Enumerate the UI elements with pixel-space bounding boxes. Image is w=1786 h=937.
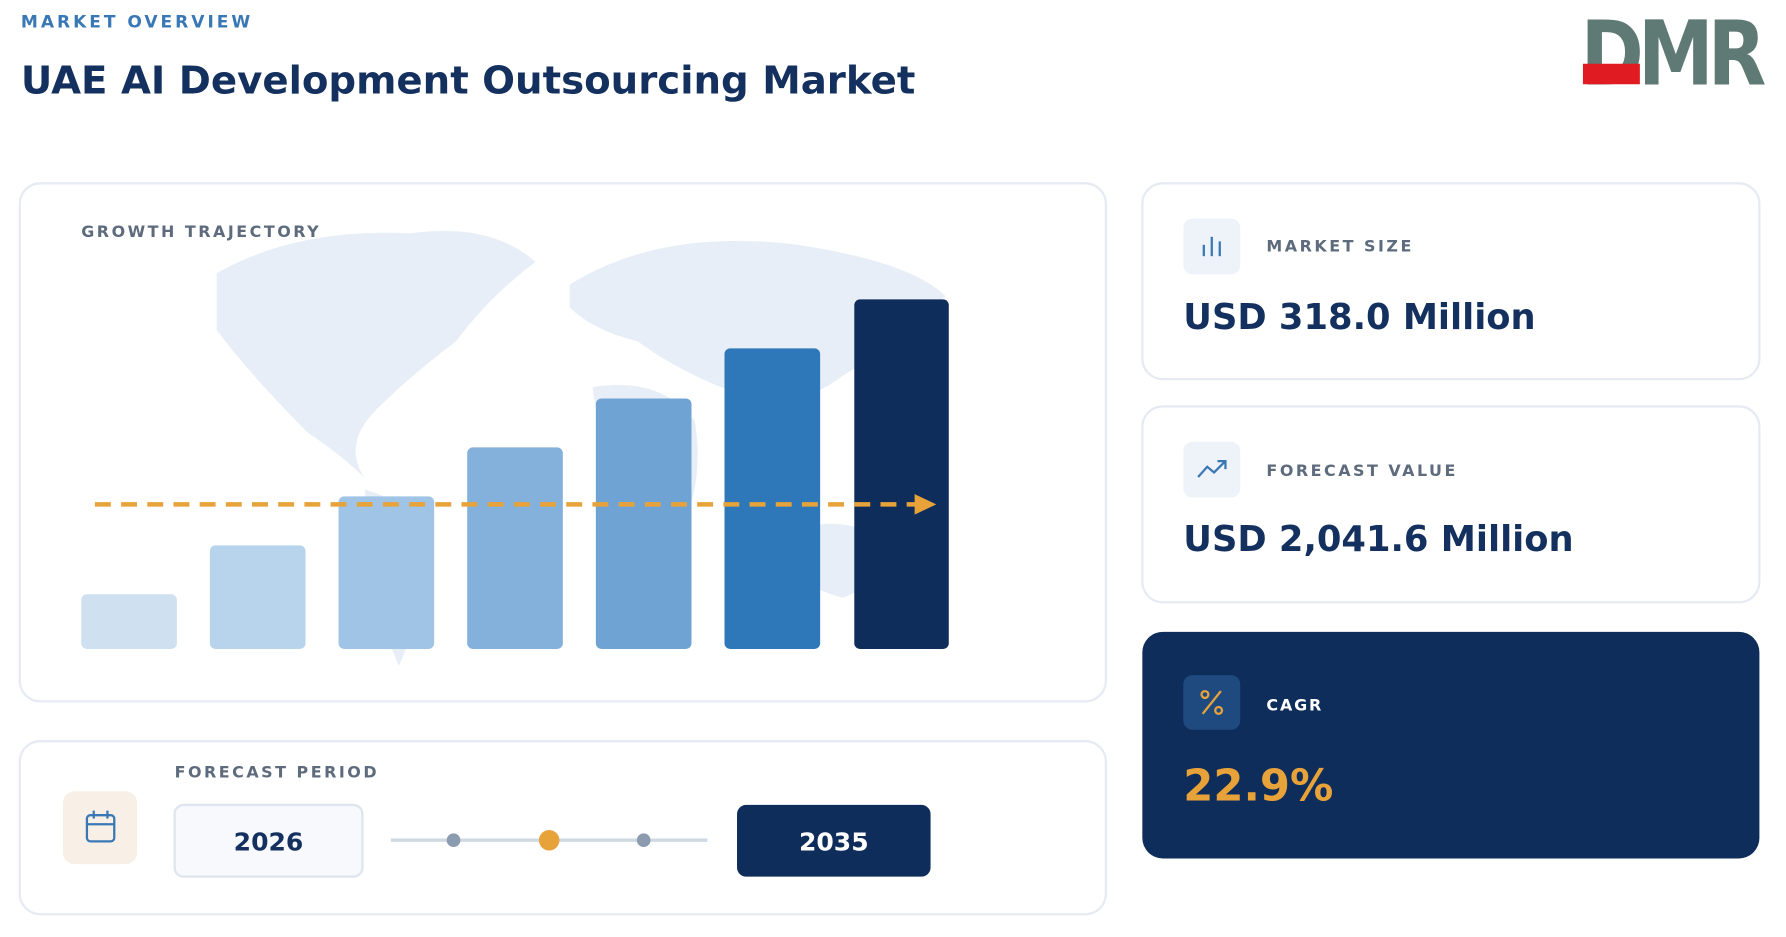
end-year-box (737, 804, 931, 877)
timeline-dot (636, 833, 651, 848)
metric-label: FORECAST VALUE (1266, 461, 1457, 480)
start-year-box (173, 803, 364, 878)
timeline-dot-active (538, 829, 560, 851)
trend-arrowhead (914, 494, 937, 515)
metric-value: 22.9% (1183, 761, 1333, 811)
bar (338, 496, 435, 649)
bar (854, 299, 949, 649)
chart-icon (1202, 236, 1221, 257)
metric-label: MARKET SIZE (1266, 237, 1413, 256)
cagr-card (1142, 631, 1760, 859)
market-size-card (1141, 182, 1761, 381)
period-label: FORECAST PERIOD (175, 763, 379, 782)
bar (595, 398, 692, 649)
bar (467, 447, 563, 649)
metric-label: CAGR (1266, 695, 1323, 714)
trend-icon (1197, 459, 1227, 478)
bar (209, 545, 306, 649)
forecast-value-card (1141, 405, 1761, 604)
calendar-icon (85, 810, 116, 843)
percent-icon (1200, 689, 1224, 715)
bar (724, 348, 821, 649)
start-year: 2026 (234, 827, 304, 856)
metric-value: USD 2,041.6 Million (1183, 519, 1573, 560)
growth-bars (81, 299, 949, 649)
panel-label: GROWTH TRAJECTORY (81, 222, 321, 241)
section-label: MARKET OVERVIEW (21, 12, 253, 32)
end-year: 2035 (799, 827, 869, 856)
page-title: UAE AI Development Outsourcing Market (21, 58, 915, 103)
timeline-dot (446, 833, 461, 848)
bar (81, 594, 177, 649)
calendar-icon-box (63, 791, 138, 865)
logo: DMR (1581, 2, 1766, 105)
metric-value: USD 318.0 Million (1183, 297, 1535, 338)
logo-accent (1582, 63, 1640, 85)
